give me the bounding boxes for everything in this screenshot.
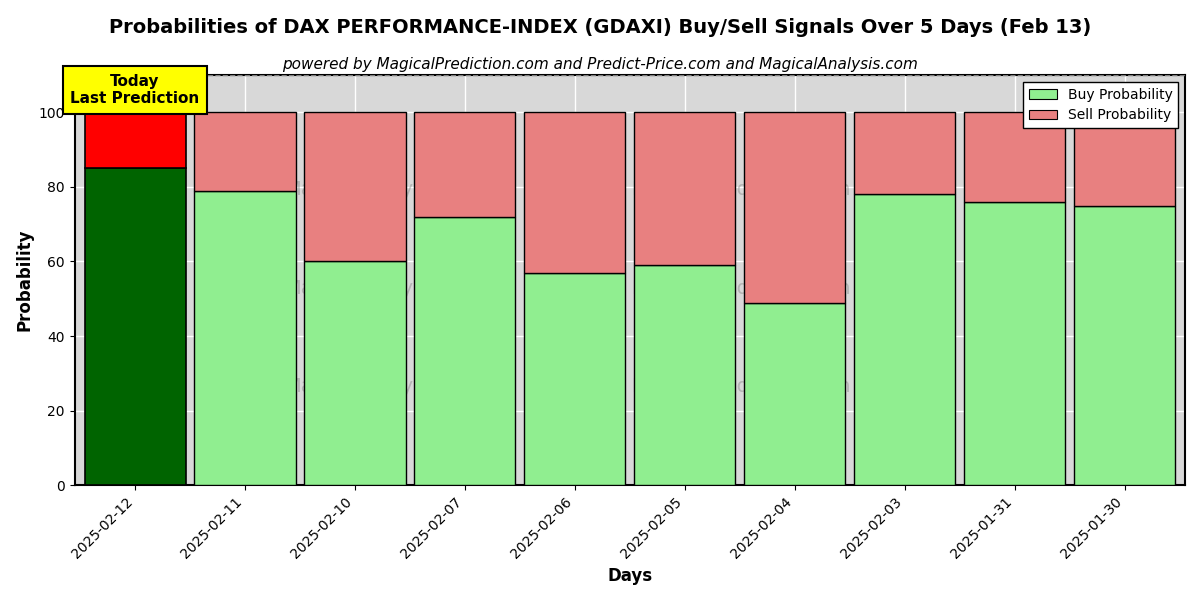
Text: MagicalPrediction.com: MagicalPrediction.com — [631, 279, 851, 298]
Bar — [744, 112, 845, 302]
Bar — [964, 202, 1066, 485]
Bar — [854, 112, 955, 194]
Bar — [84, 112, 186, 168]
Legend: Buy Probability, Sell Probability: Buy Probability, Sell Probability — [1024, 82, 1178, 128]
Bar — [414, 112, 516, 217]
Text: MagicalPrediction.com: MagicalPrediction.com — [631, 181, 851, 199]
Bar — [524, 112, 625, 272]
X-axis label: Days: Days — [607, 567, 653, 585]
Bar — [84, 168, 186, 485]
Text: MagicalAnalysis.com: MagicalAnalysis.com — [284, 279, 487, 298]
Bar — [964, 112, 1066, 202]
Bar — [524, 272, 625, 485]
Bar — [635, 265, 736, 485]
Bar — [635, 112, 736, 265]
Bar — [1074, 206, 1175, 485]
Bar — [744, 302, 845, 485]
Text: powered by MagicalPrediction.com and Predict-Price.com and MagicalAnalysis.com: powered by MagicalPrediction.com and Pre… — [282, 57, 918, 72]
Bar — [1074, 112, 1175, 206]
Text: MagicalAnalysis.com: MagicalAnalysis.com — [284, 181, 487, 199]
Bar — [854, 194, 955, 485]
Bar — [305, 262, 406, 485]
Text: MagicalPrediction.com: MagicalPrediction.com — [631, 377, 851, 396]
Text: Today
Last Prediction: Today Last Prediction — [71, 74, 199, 106]
Bar — [194, 191, 295, 485]
Text: Probabilities of DAX PERFORMANCE-INDEX (GDAXI) Buy/Sell Signals Over 5 Days (Feb: Probabilities of DAX PERFORMANCE-INDEX (… — [109, 18, 1091, 37]
Bar — [305, 112, 406, 262]
Y-axis label: Probability: Probability — [16, 229, 34, 331]
Bar — [194, 112, 295, 191]
Bar — [414, 217, 516, 485]
Text: MagicalAnalysis.com: MagicalAnalysis.com — [284, 377, 487, 396]
